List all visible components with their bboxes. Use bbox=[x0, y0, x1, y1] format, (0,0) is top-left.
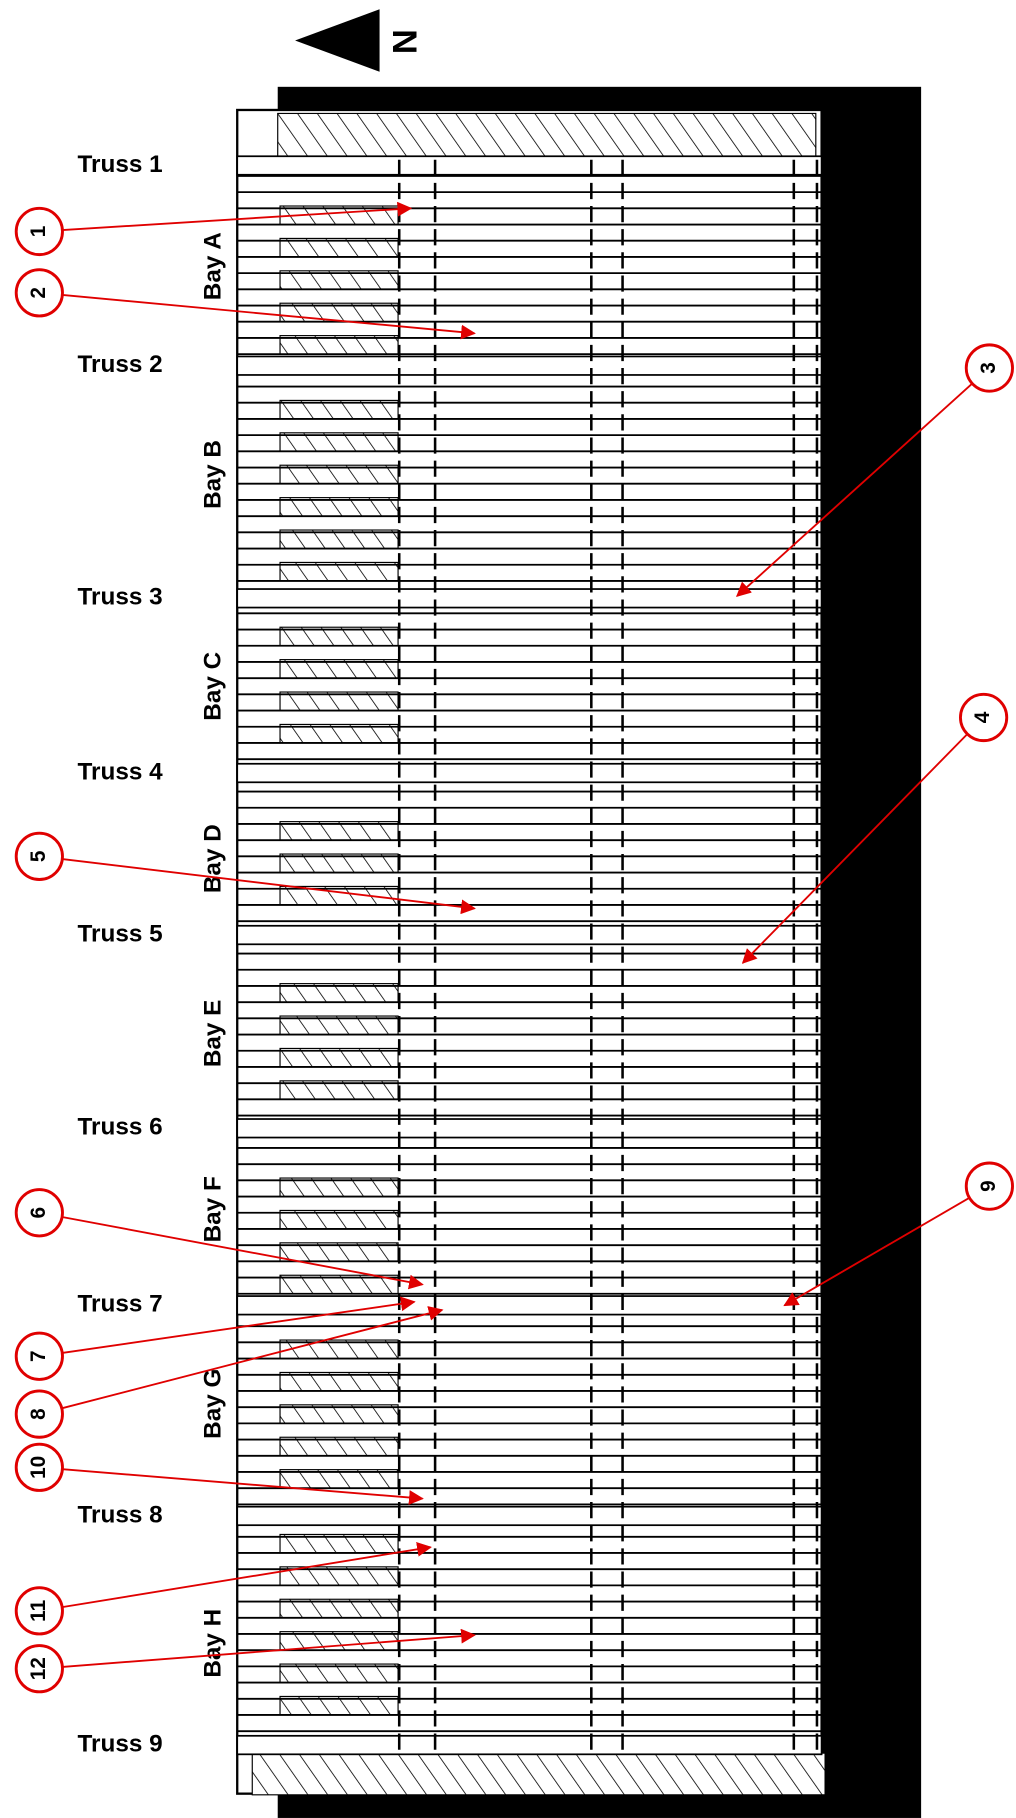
callout-arrow bbox=[783, 1196, 970, 1307]
bay-label: Bay A bbox=[199, 232, 226, 300]
truss-band bbox=[236, 155, 823, 176]
callout: 3 bbox=[736, 343, 1014, 597]
callout-arrow bbox=[62, 858, 476, 915]
callout-number: 8 bbox=[27, 1408, 50, 1420]
hatched-end-south bbox=[251, 1752, 826, 1796]
callout-circle bbox=[14, 206, 64, 257]
callout-circle bbox=[964, 1161, 1014, 1211]
callout: 6 bbox=[14, 1188, 424, 1290]
callout-arrow bbox=[62, 1542, 432, 1609]
bay-label: Bay E bbox=[199, 1000, 226, 1068]
callout-arrow bbox=[62, 1628, 476, 1668]
callout-arrow bbox=[62, 1468, 424, 1505]
truss-band bbox=[236, 355, 823, 376]
callout: 5 bbox=[14, 831, 476, 915]
truss-band bbox=[236, 1734, 823, 1756]
truss-band bbox=[236, 1118, 823, 1139]
truss-band bbox=[236, 762, 823, 784]
callout: 4 bbox=[741, 692, 1009, 964]
north-label: N bbox=[386, 29, 424, 54]
callout-circle bbox=[14, 1188, 64, 1238]
callout-number: 7 bbox=[27, 1350, 50, 1362]
truss-band bbox=[236, 1295, 823, 1316]
callout-number: 12 bbox=[27, 1657, 50, 1680]
callout-number: 4 bbox=[971, 711, 994, 723]
callout-circle bbox=[14, 1331, 64, 1381]
callout-circle bbox=[14, 1442, 64, 1492]
callout: 2 bbox=[14, 268, 476, 340]
callout-number: 9 bbox=[977, 1180, 1000, 1192]
callout-number: 1 bbox=[27, 226, 50, 238]
callout-circle bbox=[14, 1586, 64, 1636]
callout: 12 bbox=[14, 1628, 476, 1694]
callout-circle bbox=[14, 1644, 64, 1694]
callout-circle bbox=[14, 268, 64, 318]
truss-label: Truss 3 bbox=[78, 584, 163, 611]
truss-label: Truss 5 bbox=[78, 920, 163, 947]
callout-number: 6 bbox=[27, 1207, 50, 1219]
bay-label: Bay D bbox=[199, 824, 226, 893]
north-arrow: N bbox=[295, 9, 424, 72]
truss-band bbox=[236, 588, 823, 609]
truss-label: Truss 7 bbox=[78, 1291, 163, 1318]
north-arrow-head bbox=[295, 9, 380, 72]
callout-arrow bbox=[62, 1296, 416, 1354]
callout-number: 3 bbox=[977, 362, 1000, 374]
bay-label: Bay C bbox=[199, 652, 226, 721]
callout: 11 bbox=[14, 1542, 432, 1636]
callout-circle bbox=[959, 692, 1009, 743]
callout: 10 bbox=[14, 1442, 424, 1505]
callout-number: 10 bbox=[27, 1456, 50, 1479]
truss-label: Truss 9 bbox=[78, 1730, 163, 1757]
callout-number: 5 bbox=[27, 851, 50, 863]
callout-number: 2 bbox=[27, 287, 50, 299]
truss-band bbox=[236, 1505, 823, 1527]
callout: 1 bbox=[14, 201, 413, 257]
callout-arrow bbox=[61, 1216, 424, 1290]
callout: 9 bbox=[783, 1161, 1014, 1307]
callout-number: 11 bbox=[27, 1600, 50, 1622]
truss-label: Truss 2 bbox=[78, 351, 163, 378]
bay-label: Bay H bbox=[199, 1609, 226, 1678]
callout-circle bbox=[964, 343, 1014, 393]
bay-label: Bay F bbox=[199, 1176, 226, 1242]
truss-band bbox=[236, 924, 823, 946]
truss-label: Truss 6 bbox=[78, 1114, 163, 1141]
callout: 7 bbox=[14, 1296, 416, 1381]
truss-label: Truss 4 bbox=[78, 758, 164, 785]
callout-arrow bbox=[741, 733, 969, 964]
callout-arrow bbox=[61, 1306, 444, 1410]
truss-label: Truss 8 bbox=[78, 1501, 163, 1528]
hatched-end-north bbox=[277, 112, 817, 161]
callout-arrow bbox=[62, 294, 476, 340]
callout-arrow bbox=[62, 201, 413, 231]
callout-arrow bbox=[736, 382, 973, 597]
bay-label: Bay B bbox=[199, 440, 226, 509]
callout-circle bbox=[14, 1389, 64, 1439]
truss-label: Truss 1 bbox=[78, 151, 163, 178]
callout: 8 bbox=[14, 1306, 444, 1439]
callout-circle bbox=[14, 831, 64, 881]
bay-label: Bay G bbox=[199, 1369, 226, 1439]
